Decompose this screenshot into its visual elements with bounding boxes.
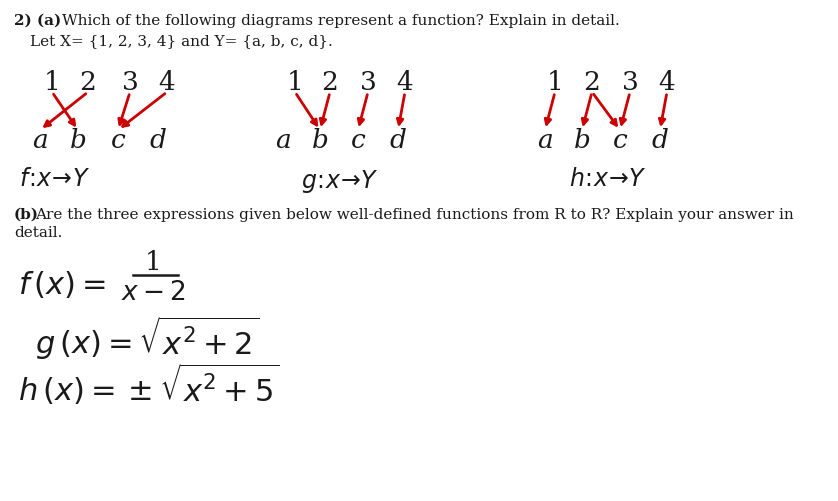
Text: 1: 1 [287, 70, 303, 95]
Text: c: c [613, 127, 628, 152]
Text: 1: 1 [44, 70, 60, 95]
Text: Let X= {1, 2, 3, 4} and Y= {a, b, c, d}.: Let X= {1, 2, 3, 4} and Y= {a, b, c, d}. [30, 34, 333, 48]
Text: a: a [32, 127, 48, 152]
Text: c: c [350, 127, 365, 152]
Text: 1: 1 [145, 249, 162, 275]
Text: detail.: detail. [14, 226, 62, 240]
Text: $f\,(x) =$: $f\,(x) =$ [18, 270, 106, 301]
Text: 3: 3 [360, 70, 376, 95]
Text: 2) (a): 2) (a) [14, 14, 61, 28]
Text: a: a [275, 127, 291, 152]
Text: b: b [70, 127, 86, 152]
Text: 2: 2 [583, 70, 601, 95]
Text: Which of the following diagrams represent a function? Explain in detail.: Which of the following diagrams represen… [62, 14, 620, 28]
Text: 1: 1 [546, 70, 563, 95]
Text: a: a [537, 127, 553, 152]
Text: (b): (b) [14, 208, 39, 222]
Text: 2: 2 [80, 70, 96, 95]
Text: $x-2$: $x-2$ [121, 280, 185, 305]
Text: $h\,(x) = \pm\sqrt{x^2+5}$: $h\,(x) = \pm\sqrt{x^2+5}$ [18, 362, 280, 408]
Text: 3: 3 [622, 70, 639, 95]
Text: d: d [390, 127, 406, 152]
Text: b: b [312, 127, 328, 152]
Text: d: d [652, 127, 669, 152]
Text: 4: 4 [659, 70, 675, 95]
Text: $f\!:\!x\!\rightarrow\!Y$: $f\!:\!x\!\rightarrow\!Y$ [19, 168, 91, 191]
Text: 4: 4 [158, 70, 175, 95]
Text: 4: 4 [396, 70, 413, 95]
Text: $g\!:\!x\!\rightarrow\!Y$: $g\!:\!x\!\rightarrow\!Y$ [301, 168, 379, 195]
Text: c: c [111, 127, 126, 152]
Text: 2: 2 [322, 70, 339, 95]
Text: 3: 3 [122, 70, 138, 95]
Text: d: d [149, 127, 167, 152]
Text: $g\,(x) = \sqrt{x^2+2}$: $g\,(x) = \sqrt{x^2+2}$ [35, 314, 259, 362]
Text: Are the three expressions given below well-defined functions from R to R? Explai: Are the three expressions given below we… [35, 208, 794, 222]
Text: b: b [573, 127, 591, 152]
Text: $h\!:\!x\!\rightarrow\!Y$: $h\!:\!x\!\rightarrow\!Y$ [569, 168, 647, 191]
